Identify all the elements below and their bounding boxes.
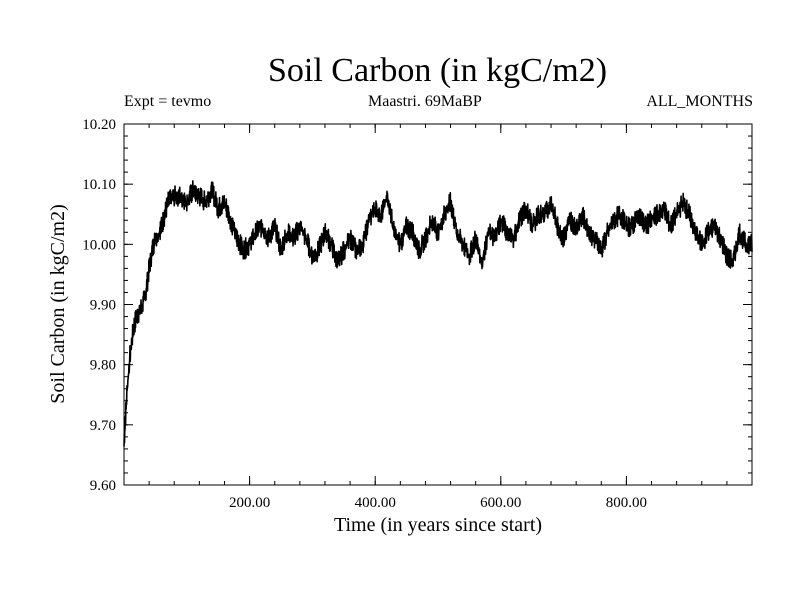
x-tick-label: 600.00 [480, 495, 521, 511]
series-line [123, 180, 753, 447]
y-tick-label: 10.20 [82, 117, 116, 133]
experiment-label: Expt = tevmo [124, 93, 212, 110]
y-tick-label: 9.70 [90, 418, 116, 434]
season-label: ALL_MONTHS [646, 93, 753, 110]
x-tick-label: 200.00 [229, 495, 270, 511]
plot-frame [123, 123, 753, 486]
axis-ticks: 9.60 9.70 9.80 9.90 10.00 10.10 10.20 200.00 400… [82, 117, 753, 511]
x-tick-label: 800.00 [606, 495, 647, 511]
y-tick-label: 10.10 [82, 177, 116, 193]
series-layer [123, 180, 753, 447]
y-tick-label: 9.90 [90, 298, 116, 314]
period-label: Maastri. 69MaBP [368, 93, 482, 110]
x-axis-label: Time (in years since start) [334, 514, 542, 536]
y-tick-label: 9.60 [90, 478, 116, 494]
chart-title: Soil Carbon (in kgC/m2) [267, 52, 608, 89]
y-tick-label: 9.80 [90, 358, 116, 374]
y-tick-label: 10.00 [82, 237, 116, 253]
y-axis-label: Soil Carbon (in kgC/m2) [47, 204, 69, 403]
x-tick-label: 400.00 [355, 495, 396, 511]
